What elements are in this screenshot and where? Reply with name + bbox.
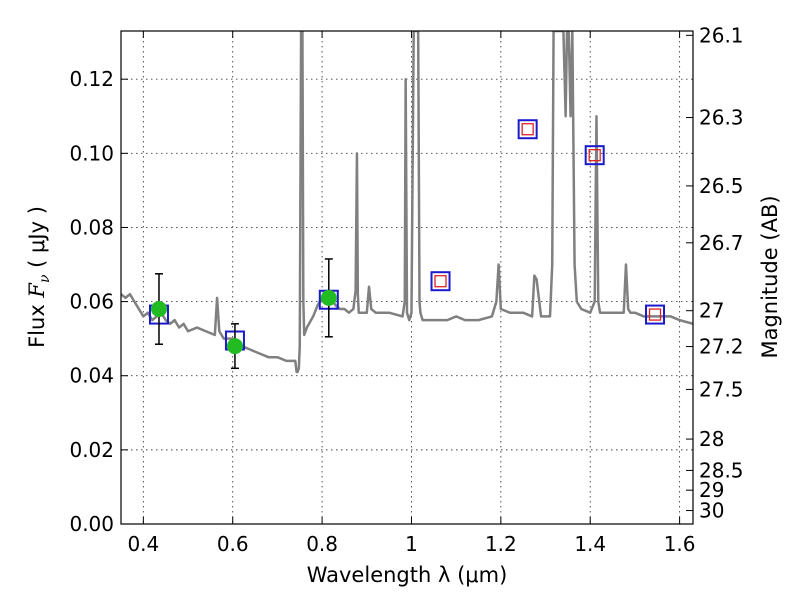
right-axis-label: Magnitude (AB) bbox=[758, 195, 782, 358]
x-tick-label: 1.6 bbox=[664, 532, 696, 556]
y-axis-label-prefix: Flux bbox=[25, 298, 49, 348]
magnitude-tick-label: 26.7 bbox=[699, 231, 744, 255]
y-axis-label-subscript: ν bbox=[37, 274, 53, 283]
magnitude-tick-label: 26.5 bbox=[699, 174, 744, 198]
tick-labels: 0.4 0.6 0.8 1 1.2 1.4 1.6 0.00 0.02 0.04 0.06 0.08 0… bbox=[69, 23, 743, 556]
model-photometry-box bbox=[430, 271, 451, 292]
x-tick-label: 0.6 bbox=[217, 532, 249, 556]
plot-frame bbox=[120, 30, 694, 525]
y-axis-label: Flux Fν ( μJy ) bbox=[25, 206, 53, 348]
plot-area bbox=[121, 31, 693, 374]
x-tick-label: 0.8 bbox=[306, 532, 338, 556]
y-tick-label: 0.06 bbox=[69, 290, 114, 314]
upper-limit-boxes bbox=[434, 123, 662, 321]
x-tick-label: 0.4 bbox=[127, 532, 159, 556]
x-axis-label: Wavelength λ (μm) bbox=[307, 563, 508, 587]
model-photometry-box bbox=[584, 145, 605, 166]
y-tick-label: 0.08 bbox=[69, 215, 114, 239]
observed-point bbox=[320, 289, 337, 306]
y-axis-label-suffix: ( μJy ) bbox=[25, 206, 49, 274]
model-photometry-box bbox=[645, 304, 666, 325]
upper-limit-box bbox=[648, 308, 662, 321]
error-bars bbox=[154, 258, 333, 370]
upper-limit-box bbox=[434, 275, 447, 288]
y-tick-label: 0.12 bbox=[69, 67, 114, 91]
x-tick-label: 1.2 bbox=[485, 532, 517, 556]
magnitude-tick-label: 28.5 bbox=[699, 458, 744, 482]
x-tick-label: 1 bbox=[405, 532, 418, 556]
y-tick-label: 0.04 bbox=[69, 364, 114, 388]
y-tick-label: 0.02 bbox=[69, 438, 114, 462]
magnitude-tick-label: 26.3 bbox=[699, 106, 744, 130]
magnitude-tick-label: 30 bbox=[699, 499, 724, 523]
magnitude-tick-label: 28 bbox=[699, 427, 724, 451]
x-tick-label: 1.4 bbox=[574, 532, 606, 556]
axis-ticks bbox=[121, 31, 693, 525]
magnitude-tick-label: 27.2 bbox=[699, 335, 744, 359]
upper-limit-box bbox=[588, 149, 601, 162]
magnitude-tick-label: 29 bbox=[699, 478, 724, 502]
magnitude-tick-label: 27.5 bbox=[699, 377, 744, 401]
observed-point bbox=[226, 338, 243, 355]
model-photometry-box bbox=[517, 119, 538, 140]
y-axis-label-symbol: F bbox=[25, 282, 49, 299]
magnitude-tick-label: 26.1 bbox=[699, 23, 744, 47]
upper-limit-box bbox=[521, 123, 534, 136]
y-tick-label: 0.00 bbox=[69, 512, 114, 536]
model-spectrum-line bbox=[121, 31, 693, 374]
magnitude-tick-label: 27 bbox=[699, 299, 724, 323]
observed-points bbox=[150, 289, 337, 355]
y-tick-label: 0.10 bbox=[69, 141, 114, 165]
observed-point bbox=[150, 301, 167, 318]
